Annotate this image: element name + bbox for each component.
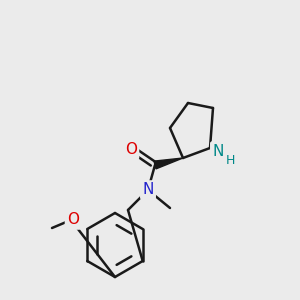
Text: N: N bbox=[212, 143, 224, 158]
Text: N: N bbox=[142, 182, 154, 197]
Text: H: H bbox=[225, 154, 235, 166]
Text: O: O bbox=[67, 212, 79, 227]
Text: O: O bbox=[125, 142, 137, 158]
Polygon shape bbox=[154, 158, 183, 169]
